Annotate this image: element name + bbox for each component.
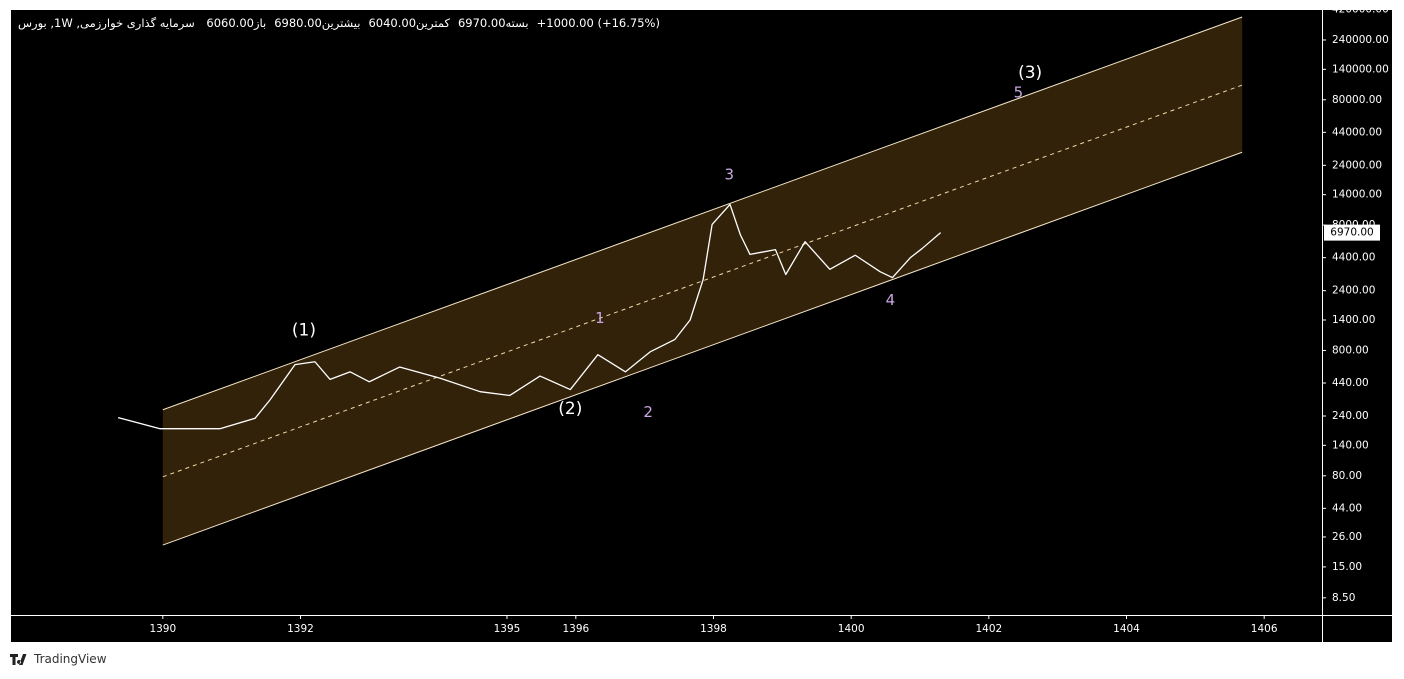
wave-label: 5 (1014, 84, 1024, 102)
y-tick-label: 2400.00 (1332, 285, 1375, 297)
x-tick-label: 1395 (494, 623, 521, 635)
ohlc-value: 6060.00 (206, 16, 254, 30)
brand: TradingView (10, 652, 107, 666)
wave-label: (2) (558, 399, 582, 419)
wave-label: 4 (886, 291, 896, 309)
y-tick-label: 800.00 (1332, 344, 1369, 356)
wave-label: (3) (1018, 63, 1042, 83)
y-tick-label: 15.00 (1332, 561, 1362, 573)
x-tick-label: 1402 (975, 623, 1002, 635)
ohlc-value: 6040.00 (368, 16, 417, 30)
ohlc-item: بیشترین6980.00 (274, 16, 360, 30)
y-tick-label: 80.00 (1332, 470, 1362, 482)
ohlc-label: باز (253, 16, 267, 30)
ohlc-item: باز6060.00 (206, 16, 266, 30)
x-tick-label: 1390 (149, 623, 176, 635)
ohlc-item: بسته6970.00 (458, 16, 529, 30)
wave-label: 3 (725, 166, 735, 184)
ohlc-value: 6980.00 (274, 16, 322, 30)
y-tick-label: 4400.00 (1332, 252, 1375, 264)
ohlc-label: بسته (505, 16, 529, 30)
brand-name: TradingView (34, 652, 107, 666)
x-tick-label: 1404 (1113, 623, 1140, 635)
channel-lower (162, 151, 1243, 546)
ohlc-item: کمترین6040.00 (368, 16, 449, 30)
y-tick-label: 44.00 (1332, 502, 1362, 514)
y-tick-label: 44000.00 (1332, 126, 1382, 138)
x-tick-label: 1398 (700, 623, 727, 635)
change: +1000.00 (+16.75%) (536, 16, 660, 30)
wave-label: 1 (595, 309, 605, 327)
y-tick-label: 140000.00 (1332, 63, 1389, 75)
channel-upper (162, 16, 1243, 411)
x-tick-label: 1406 (1251, 623, 1278, 635)
y-tick-label: 1400.00 (1332, 314, 1375, 326)
last-price-label: 6970.00 (1330, 227, 1373, 239)
x-tick-label: 1392 (287, 623, 314, 635)
y-tick-label: 240.00 (1332, 410, 1369, 422)
x-tick-label: 1396 (562, 623, 589, 635)
chart-frame (10, 9, 1393, 643)
wave-label: 2 (643, 403, 653, 421)
ohlc-value: 6970.00 (457, 16, 506, 30)
ohlc-label: بیشترین (321, 16, 361, 30)
last-price-tag (1324, 224, 1380, 241)
symbol-title: سرمایه گذاری خوارزمی, 1W, بورس (18, 16, 195, 30)
price-line (117, 203, 942, 430)
y-tick-label: 420000.00 (1332, 4, 1389, 16)
y-tick-label: 24000.00 (1332, 159, 1382, 171)
y-tick-label: 14000.00 (1332, 189, 1382, 201)
y-tick-label: 8.50 (1332, 592, 1355, 604)
brand-logo (10, 653, 27, 665)
legend: سرمایه گذاری خوارزمی, 1W, بورس باز6060.0… (18, 16, 668, 30)
ohlc-label: کمترین (416, 16, 450, 30)
y-tick-label: 80000.00 (1332, 94, 1382, 106)
y-tick-label: 240000.00 (1332, 34, 1389, 46)
y-tick-label: 26.00 (1332, 531, 1362, 543)
wave-label: (1) (292, 321, 316, 341)
x-tick-label: 1400 (838, 623, 865, 635)
y-tick-label: 440.00 (1332, 377, 1369, 389)
y-tick-label: 140.00 (1332, 439, 1369, 451)
